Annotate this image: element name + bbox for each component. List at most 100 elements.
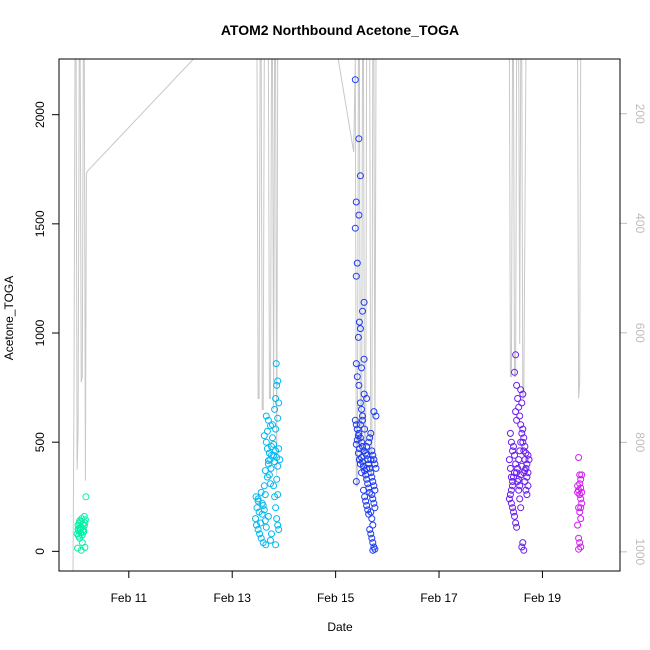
data-point (366, 434, 374, 442)
series-3 (351, 76, 380, 554)
y-tick-label: 1500 (33, 210, 47, 237)
data-point (263, 427, 271, 435)
data-point (358, 469, 365, 477)
data-point (264, 457, 272, 465)
data-point (352, 421, 360, 429)
data-point (365, 438, 373, 446)
data-point (370, 456, 378, 464)
data-point (355, 445, 363, 453)
data-point (254, 526, 262, 533)
data-point (515, 475, 523, 483)
data-point (264, 512, 272, 520)
data-point (254, 497, 262, 505)
data-point (356, 172, 364, 180)
data-point (74, 525, 82, 533)
data-point (355, 318, 363, 326)
data-point (356, 460, 364, 468)
data-point (262, 412, 270, 420)
data-point (524, 451, 532, 459)
data-point (263, 473, 271, 481)
data-point (363, 443, 371, 450)
data-point (367, 530, 375, 538)
data-point (576, 539, 584, 547)
data-point (275, 526, 283, 533)
pressure-trace-line (72, 59, 582, 571)
data-point (77, 546, 85, 554)
data-point (523, 491, 531, 499)
data-point (519, 539, 527, 547)
x-axis-label: Date (327, 620, 353, 634)
data-point (576, 491, 584, 499)
data-point (521, 467, 529, 475)
pressure-trace-layer (72, 59, 582, 571)
data-point (358, 405, 365, 413)
data-point (79, 528, 87, 536)
data-point (513, 381, 521, 389)
data-point (274, 414, 282, 422)
data-point (575, 504, 583, 512)
data-point (363, 464, 371, 472)
data-point (351, 224, 359, 232)
data-point (355, 211, 363, 219)
data-point (272, 541, 280, 549)
data-point (363, 475, 371, 483)
data-point (368, 491, 376, 499)
series-4 (505, 351, 533, 554)
data-point (366, 526, 374, 533)
data-point (265, 449, 273, 457)
data-point (578, 471, 586, 479)
data-point (364, 480, 372, 488)
data-point (507, 499, 515, 507)
data-point (369, 539, 377, 547)
data-point (362, 471, 370, 479)
data-point (78, 539, 86, 547)
series-2 (252, 360, 284, 549)
data-point (512, 351, 520, 359)
data-point (272, 504, 280, 512)
data-point (258, 510, 266, 518)
data-point (267, 480, 274, 488)
data-point (77, 518, 85, 526)
data-point (263, 445, 271, 453)
data-point (253, 521, 260, 529)
data-point (273, 515, 281, 523)
data-point (267, 422, 274, 430)
data-point (352, 272, 360, 280)
data-point (362, 497, 370, 505)
data-point (267, 536, 274, 544)
data-point (359, 416, 366, 424)
data-point (369, 495, 377, 503)
y2-tick-label: 1000 (633, 538, 647, 565)
y2-tick-label: 600 (633, 323, 647, 343)
data-point (505, 495, 513, 503)
data-point (351, 416, 359, 424)
data-point (261, 491, 269, 499)
data-point (364, 506, 372, 514)
data-point (574, 521, 582, 529)
data-point (272, 425, 280, 433)
data-point (355, 456, 363, 464)
data-point (272, 360, 280, 368)
data-point (510, 508, 517, 516)
data-point (575, 545, 583, 553)
data-point (509, 482, 516, 490)
data-point (351, 76, 359, 84)
data-point (577, 515, 585, 523)
data-point (353, 259, 361, 267)
data-point (525, 456, 533, 464)
data-point (363, 502, 371, 509)
data-point (269, 434, 276, 442)
data-point (511, 451, 518, 459)
data-point (505, 456, 513, 464)
data-point (74, 544, 82, 552)
data-point (512, 519, 520, 527)
y-axis-label: Acetone_TOGA (2, 276, 16, 361)
data-point (353, 436, 361, 444)
data-point (80, 522, 88, 530)
data-point (276, 456, 284, 464)
x-tick-label: Feb 17 (420, 591, 458, 605)
data-point (372, 412, 380, 420)
data-point (256, 530, 264, 538)
data-point (369, 546, 377, 554)
data-point (355, 381, 363, 389)
